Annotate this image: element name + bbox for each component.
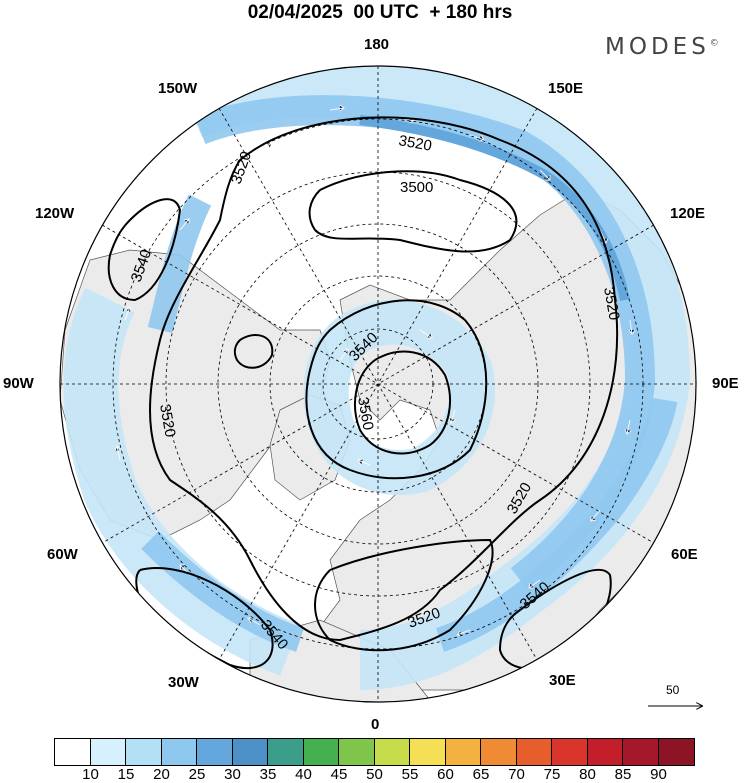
lon-label-60e: 60E: [671, 546, 698, 563]
colorbar-tick-label: 65: [472, 766, 490, 783]
contour-small-arctic: [233, 334, 274, 369]
lon-label-120w: 120W: [35, 205, 75, 222]
contour-3540-pacific-low: [107, 198, 182, 302]
colorbar: [54, 738, 695, 766]
wind-vector-11: [247, 617, 261, 626]
wind-vector-6: [628, 319, 636, 335]
colorbar-swatch: [339, 739, 375, 765]
lon-label-0: 0: [371, 716, 380, 733]
lon-label-180: 180: [364, 36, 390, 53]
wind-vector-20: [339, 348, 349, 361]
jet-band-atlantic-outer: [63, 287, 301, 676]
colorbar-swatch: [445, 739, 481, 765]
height-contours: [107, 116, 619, 670]
colorbar-swatch: [303, 739, 339, 765]
colorbar-tick-label: 85: [614, 766, 632, 783]
colorbar-swatch: [658, 739, 694, 765]
colorbar-tick-label: 25: [188, 766, 206, 783]
jet-band-atlantic-mid: [141, 531, 305, 652]
wind-vector-1: [329, 104, 345, 112]
contour-label-3520-asia: 3520: [600, 286, 623, 322]
wind-vector-18: [448, 409, 456, 424]
colorbar-tick-label: 80: [579, 766, 596, 783]
lon-label-30w: 30W: [168, 674, 199, 691]
colorbar-swatch: [232, 739, 268, 765]
lon-label-150w: 150W: [158, 80, 198, 97]
contour-3540-inner: [305, 299, 488, 480]
colorbar-swatch: [161, 739, 197, 765]
colorbar-tick-label: 60: [437, 766, 454, 783]
contour-3560: [354, 350, 451, 455]
wind-vector-4: [539, 169, 551, 181]
wind-vector-15: [179, 218, 190, 231]
lon-label-90w: 90W: [3, 375, 34, 392]
graticule: [60, 66, 696, 702]
contour-label-3520-canada: 3520: [156, 403, 179, 439]
colorbar-swatch: [126, 739, 162, 765]
lon-label-30e: 30E: [549, 672, 576, 689]
colorbar-swatch: [268, 739, 304, 765]
colorbar-tick-label: 20: [153, 766, 170, 783]
wind-vectors: [114, 104, 636, 637]
contour-3500: [308, 170, 518, 253]
colorbar-swatch: [481, 739, 517, 765]
lon-label-90e: 90E: [712, 375, 739, 392]
colorbar-tick-label: 15: [117, 766, 135, 783]
colorbar-tick-label: 55: [401, 766, 419, 783]
colorbar-swatch: [516, 739, 552, 765]
contour-3520-europe: [314, 538, 494, 652]
colorbar-swatch: [410, 739, 446, 765]
lon-label-150e: 150E: [548, 80, 584, 97]
colorbar-swatch: [587, 739, 623, 765]
lon-label-120e: 120E: [670, 205, 706, 222]
jet-band-europe: [435, 397, 678, 652]
wind-vector-19: [357, 458, 371, 466]
colorbar-tick-label: 70: [508, 766, 525, 783]
colorbar-tick-label: 35: [259, 766, 277, 783]
colorbar-swatch: [197, 739, 233, 765]
colorbar-tick-label: 40: [295, 766, 312, 783]
contour-label-3500: 3500: [400, 179, 433, 196]
reference-vector-label: 50: [666, 683, 680, 697]
wind-vector-8: [590, 509, 601, 522]
colorbar-swatch: [552, 739, 588, 765]
colorbar-tick-label: 50: [366, 766, 383, 783]
wind-vector-3: [469, 134, 485, 142]
colorbar-tick-label: 90: [650, 766, 667, 783]
colorbar-swatch: [55, 739, 91, 765]
jet-band-canada: [147, 194, 212, 334]
colorbar-ticks: 10 15 20 25 30 35 40 45 50 55 60 65 70 75 80 85 90: [0, 766, 750, 783]
copyright-mark: ©: [709, 38, 719, 49]
map-border: [59, 65, 697, 703]
contour-3520-main: [149, 116, 619, 642]
colorbar-tick-label: 10: [82, 766, 99, 783]
colorbar-swatch: [374, 739, 410, 765]
colorbar-tick-label: 45: [330, 766, 348, 783]
colorbar-swatch: [623, 739, 659, 765]
brand-text: MODES: [605, 34, 710, 60]
wind-vector-7: [624, 419, 632, 435]
contour-label-3520-top: 3520: [397, 132, 433, 155]
meridian-120: [96, 221, 660, 547]
colorbar-swatch: [90, 739, 126, 765]
map-title: 02/04/2025 00 UTC + 180 hrs: [247, 2, 513, 23]
jet-band-polar-inner: [303, 299, 496, 496]
wind-vector-9: [528, 579, 541, 589]
lon-label-60w: 60W: [47, 546, 78, 563]
colorbar-tick-label: 75: [543, 766, 561, 783]
latitude-circle-60: [217, 223, 539, 545]
colorbar-tick-label: 30: [224, 766, 241, 783]
contour-label-3560: 3560: [354, 396, 377, 432]
wind-vector-17: [419, 329, 433, 339]
wind-vector-13: [114, 444, 121, 461]
modes-logo: MODES©: [605, 34, 719, 60]
wind-speed-shading: [63, 66, 691, 690]
wind-vector-14: [124, 306, 132, 321]
